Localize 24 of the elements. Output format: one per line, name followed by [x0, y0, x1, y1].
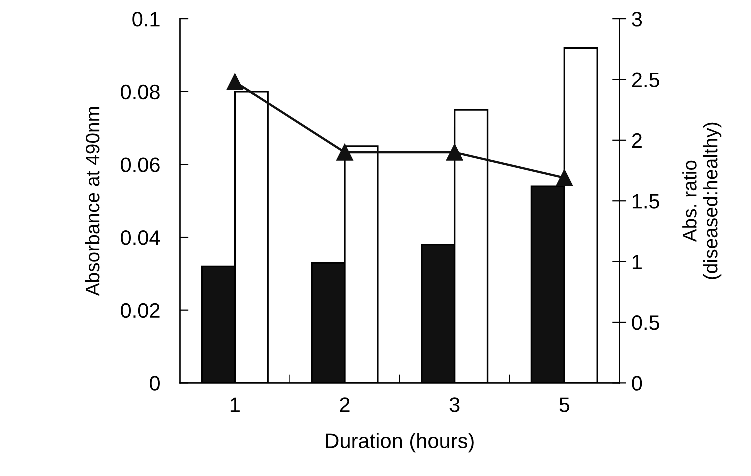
x-tick-label: 1: [230, 398, 240, 412]
point: [336, 144, 354, 161]
y2-tick-label: 1.5: [632, 194, 660, 209]
y2-tick-label: 3: [632, 12, 642, 27]
y-tick-label: 0.02: [121, 303, 160, 318]
y2-tick-label: 2.5: [632, 72, 660, 88]
y2-tick-label: 2: [632, 133, 642, 148]
x-tick-label: 5: [560, 398, 570, 412]
x-axis-title: Duration (hours): [326, 433, 474, 453]
y2-tick-label: 0.5: [632, 315, 660, 330]
point: [556, 170, 573, 186]
y-axis-title: Absorbance at 490nm: [85, 107, 100, 296]
y-tick-label: 0.06: [121, 158, 160, 172]
y-tick-label: 0: [150, 376, 160, 391]
y2-tick-label: 1: [632, 255, 642, 270]
x-tick-label: 3: [450, 398, 460, 412]
y2-axis-title: Abs. ratio (diseased:healthy): [682, 122, 722, 280]
x-tick-label: 2: [340, 398, 350, 412]
y2-tick-label: 0: [632, 376, 642, 391]
y-tick-label: 0.08: [121, 84, 160, 100]
point: [446, 144, 464, 161]
point: [226, 74, 244, 90]
y-tick-label: 0.04: [121, 230, 160, 246]
y-tick-label: 0.1: [132, 12, 160, 27]
